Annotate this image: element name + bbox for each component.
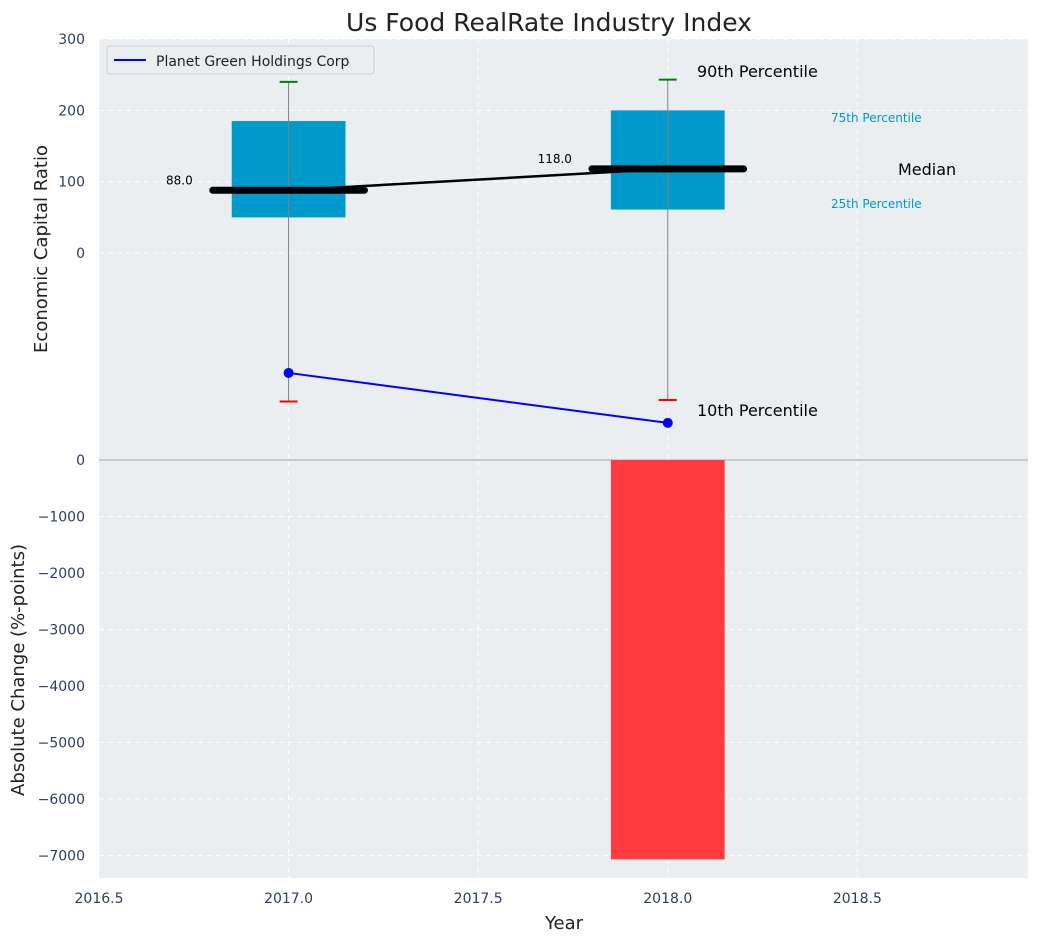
legend: Planet Green Holdings Corp	[106, 45, 375, 75]
y-tick-label-top: 200	[58, 103, 85, 119]
y-tick-label-bottom: 0	[76, 453, 85, 469]
annotation-median: Median	[898, 160, 956, 179]
x-tick-label: 2016.5	[75, 891, 124, 907]
x-tick-label: 2017.5	[454, 891, 503, 907]
y-tick-label-bottom: −4000	[38, 679, 85, 695]
annotation-10th-percentile: 10th Percentile	[697, 401, 818, 420]
change-bar	[610, 460, 725, 860]
y-tick-label-top: 0	[76, 246, 85, 262]
annotation-75th-percentile: 75th Percentile	[831, 111, 922, 125]
y-tick-label-bottom: −6000	[38, 792, 85, 808]
chart-labels: 2016.5 2017.0 2017.5 2018.0 2018.5 0 100 200 300…	[38, 32, 882, 907]
legend-frame	[106, 45, 375, 75]
y-tick-label-bottom: −3000	[38, 622, 85, 638]
median-value-label: 118.0	[538, 152, 572, 166]
bottom-plot-area	[99, 460, 1028, 878]
y-tick-label-bottom: −1000	[38, 509, 85, 525]
x-axis-label: Year	[544, 913, 584, 934]
median-trend-line	[288, 167, 668, 192]
company-point	[662, 417, 673, 428]
chart-marks	[209, 78, 748, 860]
y-axis-label-top: Economic Capital Ratio	[31, 145, 52, 353]
top-plot-area	[99, 39, 1028, 460]
legend-label-planet-green: Planet Green Holdings Corp	[156, 54, 350, 70]
y-tick-label-top: 100	[58, 175, 85, 191]
y-tick-label-top: 300	[58, 32, 85, 48]
y-tick-label-bottom: −5000	[38, 735, 85, 751]
y-axis-label-bottom: Absolute Change (%-points)	[8, 544, 29, 796]
y-tick-label-bottom: −2000	[38, 566, 85, 582]
y-tick-label-bottom: −7000	[38, 848, 85, 864]
chart-title: Us Food RealRate Industry Index	[346, 8, 752, 37]
x-tick-label: 2018.5	[833, 891, 882, 907]
x-tick-label: 2017.0	[264, 891, 313, 907]
company-point	[283, 367, 294, 378]
x-tick-label: 2018.0	[643, 891, 692, 907]
annotation-25th-percentile: 25th Percentile	[831, 197, 922, 211]
annotation-90th-percentile: 90th Percentile	[697, 62, 818, 81]
median-value-label: 88.0	[166, 173, 193, 187]
company-line	[288, 371, 668, 424]
